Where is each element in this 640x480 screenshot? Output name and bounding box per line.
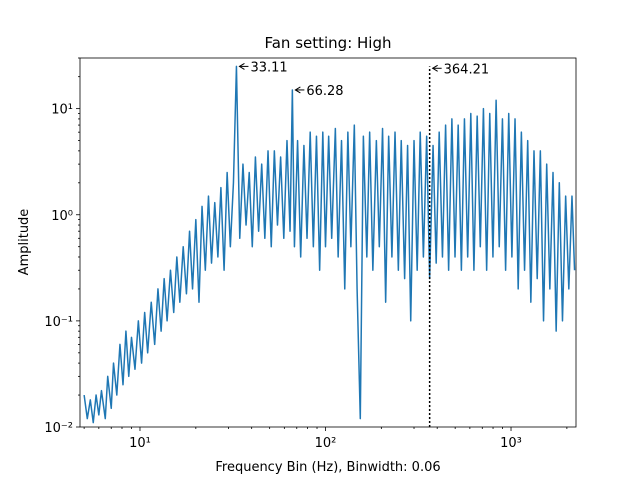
annotation-arrowhead [238,62,245,70]
x-axis-label: Frequency Bin (Hz), Binwidth: 0.06 [215,460,440,475]
chart-title: Fan setting: High [264,34,391,52]
x-tick-label: 10¹ [129,436,151,451]
y-tick-label: 10¹ [51,103,73,118]
y-axis-label: Amplitude [17,209,32,276]
annotation-label: 66.28 [306,84,343,99]
y-tick-label: 10⁻¹ [44,315,73,330]
plot-area [83,65,576,424]
plot-frame [79,57,577,428]
annotation-arrowhead [431,64,438,72]
annotation-label: 364.21 [444,62,490,77]
x-tick-label: 10³ [500,436,522,451]
annotation-label: 33.11 [250,60,287,75]
annotation-arrowhead [294,86,301,94]
series-line [83,65,576,424]
x-tick-label: 10² [315,436,337,451]
y-tick-label: 10⁻² [44,421,73,436]
y-tick-label: 10⁰ [51,209,73,224]
